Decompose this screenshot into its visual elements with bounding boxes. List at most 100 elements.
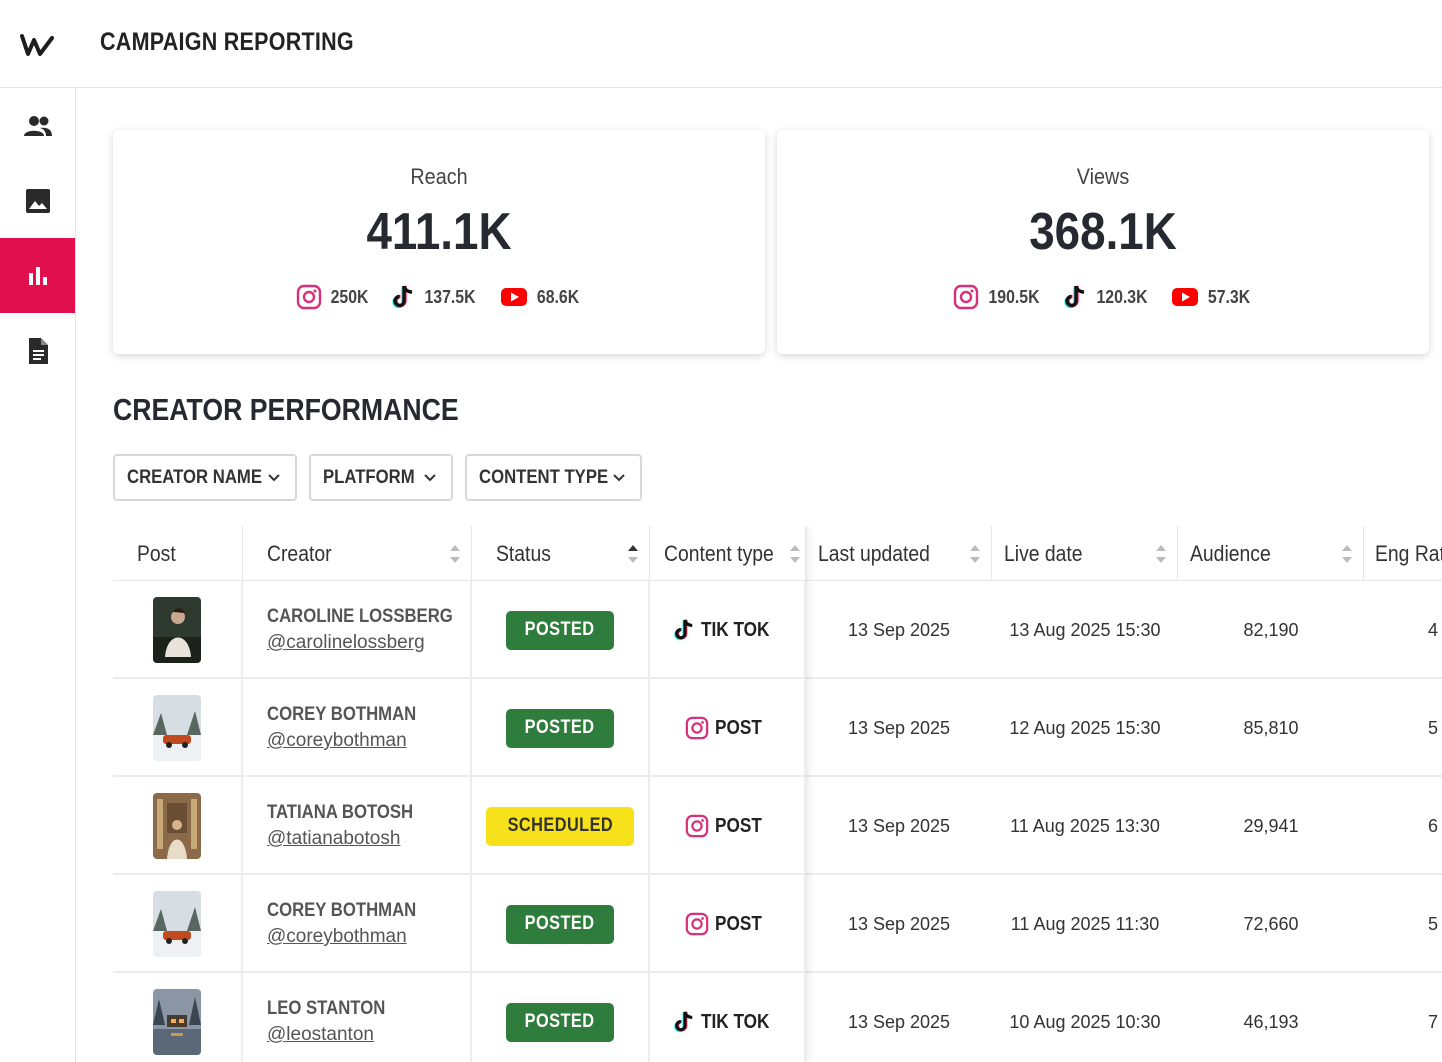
document-icon (28, 337, 48, 364)
content-type-cell: POST (650, 777, 806, 875)
creator-handle-link[interactable]: @carolinelossberg (267, 632, 425, 653)
table-row[interactable]: CAROLINE LOSSBERG @carolinelossberg POST… (113, 581, 1442, 679)
post-thumbnail[interactable] (153, 695, 201, 761)
image-icon (25, 188, 50, 213)
post-thumbnail[interactable] (153, 793, 201, 859)
sort-ascending-icon (628, 545, 638, 563)
reach-tiktok-value: 137.5K (424, 286, 477, 307)
chevron-down-icon (268, 473, 280, 481)
status-badge: POSTED (506, 1002, 614, 1042)
views-youtube-value: 57.3K (1207, 286, 1251, 307)
live-date-cell: 10 Aug 2025 10:30 (1009, 1011, 1161, 1032)
chevron-down-icon (613, 473, 625, 481)
eng-rate-cell: 5 (1427, 913, 1438, 934)
post-thumbnail[interactable] (153, 597, 201, 663)
content-type-filter-label: CONTENT TYPE (479, 466, 609, 488)
platform-filter[interactable]: PLATFORM (309, 454, 453, 501)
sidebar (0, 88, 76, 1062)
platform-filter-label: PLATFORM (323, 466, 415, 488)
eng-rate-cell: 4 (1427, 619, 1438, 640)
section-title: CREATOR PERFORMANCE (113, 392, 459, 427)
table-row[interactable]: COREY BOTHMAN @coreybothman POSTED POST … (113, 875, 1442, 973)
creator-cell: CAROLINE LOSSBERG @carolinelossberg (243, 581, 472, 679)
reach-youtube: 68.6K (500, 287, 582, 308)
live-date-cell: 11 Aug 2025 13:30 (1010, 815, 1160, 836)
column-header-creator[interactable]: Creator (243, 526, 472, 581)
eng-rate-cell: 5 (1427, 717, 1438, 738)
last-updated-cell: 13 Sep 2025 (847, 913, 951, 934)
people-icon (23, 115, 52, 136)
audience-cell: 85,810 (1243, 717, 1299, 738)
column-header-eng-rate[interactable]: Eng Rat (1375, 540, 1442, 566)
table-row[interactable]: TATIANA BOTOSH @tatianabotosh SCHEDULED … (113, 777, 1442, 875)
views-label: Views (1076, 164, 1130, 189)
w-logo-icon[interactable] (18, 28, 58, 60)
column-header-status[interactable]: Status (472, 526, 650, 581)
tiktok-icon (674, 619, 693, 641)
sidebar-item-creators[interactable] (0, 88, 75, 163)
last-updated-cell: 13 Sep 2025 (847, 619, 951, 640)
instagram-icon (685, 716, 709, 740)
sort-icon (970, 545, 980, 563)
column-header-live-date[interactable]: Live date (992, 526, 1178, 581)
content-type-filter[interactable]: CONTENT TYPE (465, 454, 642, 501)
reach-youtube-value: 68.6K (536, 286, 579, 307)
reach-label: Reach (410, 164, 468, 189)
views-breakdown: 190.5K 120.3K 57.3K (777, 284, 1429, 310)
column-header-audience[interactable]: Audience (1178, 526, 1364, 581)
creator-name: CAROLINE LOSSBERG (267, 606, 453, 627)
youtube-icon (1172, 288, 1199, 306)
status-cell: POSTED (472, 581, 650, 679)
creator-name-filter[interactable]: CREATOR NAME (113, 454, 297, 501)
creator-name: LEO STANTON (267, 998, 386, 1019)
views-instagram: 190.5K (953, 284, 1043, 310)
creator-name: COREY BOTHMAN (267, 900, 417, 921)
post-cell (113, 679, 243, 777)
content-type-label: TIK TOK (701, 1010, 770, 1033)
live-date-cell: 12 Aug 2025 15:30 (1009, 717, 1161, 738)
instagram-icon (297, 284, 322, 310)
post-cell (113, 875, 243, 973)
content-type-cell: TIK TOK (650, 973, 806, 1062)
reach-instagram-value: 250K (331, 286, 369, 307)
status-badge: SCHEDULED (485, 806, 635, 846)
tiktok-icon (392, 285, 413, 309)
sidebar-item-documents[interactable] (0, 313, 75, 388)
status-badge: POSTED (506, 904, 614, 944)
last-updated-cell: 13 Sep 2025 (847, 1011, 951, 1032)
column-header-content-type[interactable]: Content type (650, 526, 806, 581)
instagram-icon (685, 814, 709, 838)
table-row[interactable]: LEO STANTON @leostanton POSTED TIK TOK 1… (113, 973, 1442, 1062)
creator-handle-link[interactable]: @tatianabotosh (267, 828, 401, 849)
bar-chart-icon (28, 266, 47, 285)
status-cell: POSTED (472, 679, 650, 777)
audience-cell: 29,941 (1243, 815, 1299, 836)
status-badge: POSTED (506, 708, 614, 748)
sidebar-item-reporting[interactable] (0, 238, 75, 313)
column-header-last-updated[interactable]: Last updated (806, 526, 992, 581)
post-cell (113, 581, 243, 679)
content-type-cell: POST (650, 679, 806, 777)
sidebar-item-content[interactable] (0, 163, 75, 238)
creator-handle-link[interactable]: @coreybothman (267, 926, 407, 947)
instagram-icon (953, 284, 979, 310)
creator-handle-link[interactable]: @coreybothman (267, 730, 407, 751)
top-bar: CAMPAIGN REPORTING (0, 0, 1442, 88)
views-instagram-value: 190.5K (988, 286, 1040, 307)
eng-rate-cell: 6 (1427, 815, 1438, 836)
audience-cell: 82,190 (1243, 619, 1299, 640)
post-thumbnail[interactable] (153, 891, 201, 957)
post-cell (113, 777, 243, 875)
reach-tiktok: 137.5K (391, 284, 479, 310)
page-title: CAMPAIGN REPORTING (100, 28, 354, 56)
reach-value: 411.1K (366, 203, 512, 261)
creator-performance-table: Post Creator Status Content type Last up… (113, 526, 1442, 1062)
creator-name: TATIANA BOTOSH (267, 802, 414, 823)
table-row[interactable]: COREY BOTHMAN @coreybothman POSTED POST … (113, 679, 1442, 777)
tiktok-icon (1064, 285, 1085, 309)
table-header: Post Creator Status Content type Last up… (113, 526, 1442, 581)
post-thumbnail[interactable] (153, 989, 201, 1055)
content-type-label: TIK TOK (701, 618, 770, 641)
creator-handle-link[interactable]: @leostanton (267, 1024, 374, 1045)
instagram-icon (685, 912, 709, 936)
